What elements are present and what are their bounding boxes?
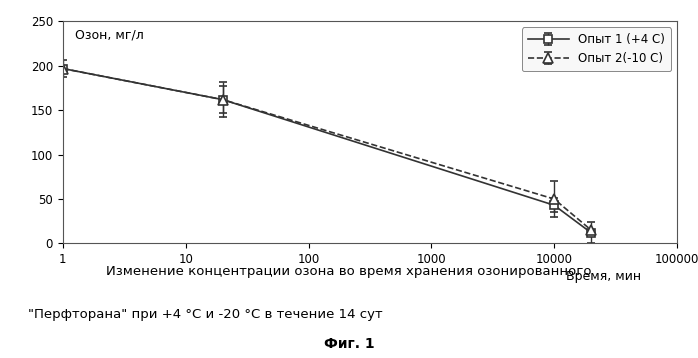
Text: Фиг. 1: Фиг. 1	[324, 337, 374, 351]
Text: "Перфторана" при +4 °С и -20 °С в течение 14 сут: "Перфторана" при +4 °С и -20 °С в течени…	[28, 308, 383, 321]
Text: Озон, мг/л: Озон, мг/л	[75, 28, 144, 41]
Text: Изменение концентрации озона во время хранения озонированного: Изменение концентрации озона во время хр…	[106, 265, 592, 278]
Legend: Опыт 1 (+4 С), Опыт 2(-10 С): Опыт 1 (+4 С), Опыт 2(-10 С)	[521, 27, 671, 71]
X-axis label: Время, мин: Время, мин	[566, 270, 641, 283]
